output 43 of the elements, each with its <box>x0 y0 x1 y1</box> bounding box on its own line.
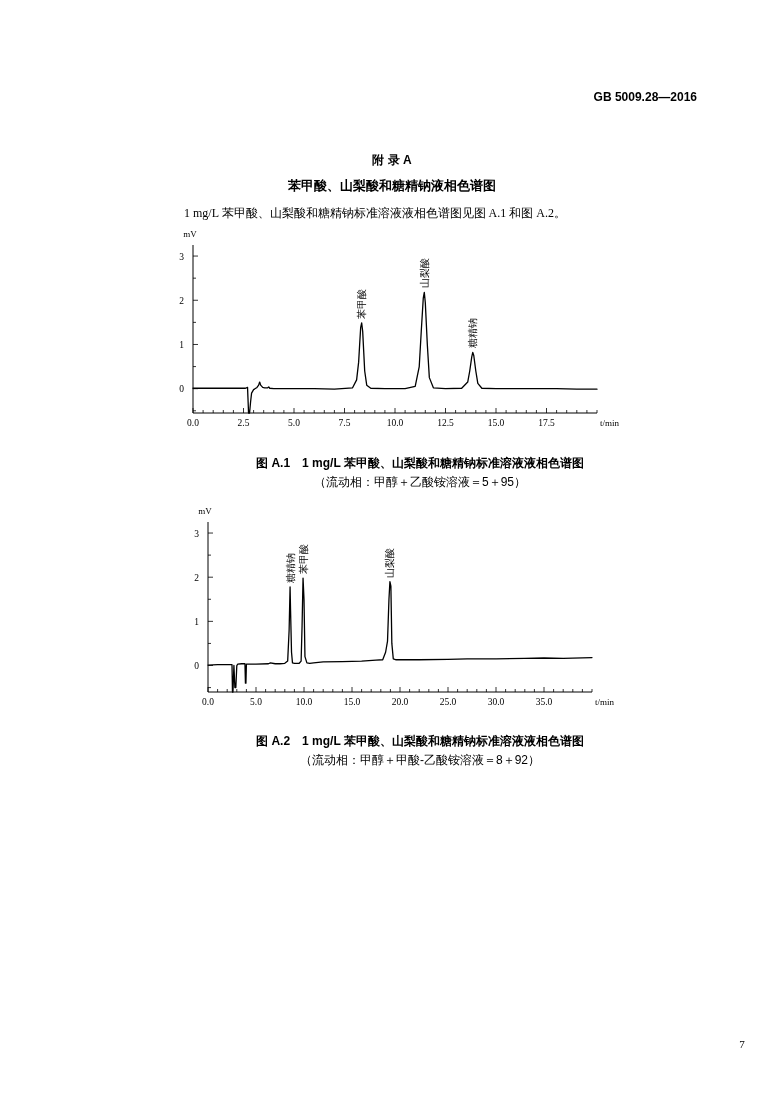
y-tick-label: 2 <box>179 295 185 306</box>
x-tick-label: 0.0 <box>187 418 200 428</box>
annotation: 糖精钠 <box>467 318 479 349</box>
annotation: 山梨酸 <box>384 547 396 578</box>
text: （流动相：甲醇＋乙酸铵溶液＝5＋95） <box>313 475 527 489</box>
x-tick-label: 2.5 <box>237 418 250 428</box>
x-tick-label: 5.0 <box>288 418 301 428</box>
x-tick-label: 10.0 <box>295 697 313 707</box>
x-tick-label: 25.0 <box>439 697 457 707</box>
y-tick-label: 2 <box>194 572 200 583</box>
y-tick-label: 1 <box>194 616 200 627</box>
x-tick-label: 15.0 <box>487 418 505 428</box>
x-axis-title: t/min <box>600 418 620 428</box>
x-tick-label: 35.0 <box>535 697 553 707</box>
y-tick-label: 1 <box>179 339 185 350</box>
annotation: 糖精钠 <box>284 552 296 583</box>
annotation: 苯甲酸 <box>356 288 368 319</box>
text: 1 mg/L 苯甲酸、山梨酸和糖精钠标准溶液液相色谱图见图 A.1 和图 A.2。 <box>184 206 566 220</box>
y-tick-label: 0 <box>194 661 200 672</box>
x-tick-label: 30.0 <box>487 697 505 707</box>
annotation: 山梨酸 <box>418 258 430 289</box>
text: 附 录 A <box>372 153 412 167</box>
text: 7 <box>739 1038 746 1050</box>
annotation: 苯甲酸 <box>297 544 309 575</box>
x-tick-label: 10.0 <box>386 418 404 428</box>
x-tick-label: 7.5 <box>338 418 351 428</box>
x-axis-title: t/min <box>595 697 615 707</box>
x-tick-label: 0.0 <box>202 697 215 707</box>
x-tick-label: 5.0 <box>250 697 263 707</box>
chart-title: 苯甲酸、山梨酸和糖精钠液相色谱图 <box>287 178 496 193</box>
x-tick-label: 12.5 <box>437 418 455 428</box>
text: 图 A.1 1 mg/L 苯甲酸、山梨酸和糖精钠标准溶液液相色谱图 <box>256 456 584 470</box>
text: （流动相：甲醇＋甲酸-乙酸铵溶液＝8＋92） <box>299 753 541 767</box>
y-tick-label: 3 <box>179 251 185 262</box>
x-tick-label: 17.5 <box>538 418 556 428</box>
x-tick-label: 20.0 <box>391 697 409 707</box>
y-tick-label: 0 <box>179 384 185 395</box>
text: 图 A.2 1 mg/L 苯甲酸、山梨酸和糖精钠标准溶液液相色谱图 <box>256 734 584 748</box>
x-tick-label: 15.0 <box>343 697 361 707</box>
y-axis-title: mV <box>198 506 213 516</box>
y-tick-label: 3 <box>194 528 200 539</box>
y-axis-title: mV <box>183 229 198 239</box>
text: GB 5009.28—2016 <box>593 90 698 104</box>
